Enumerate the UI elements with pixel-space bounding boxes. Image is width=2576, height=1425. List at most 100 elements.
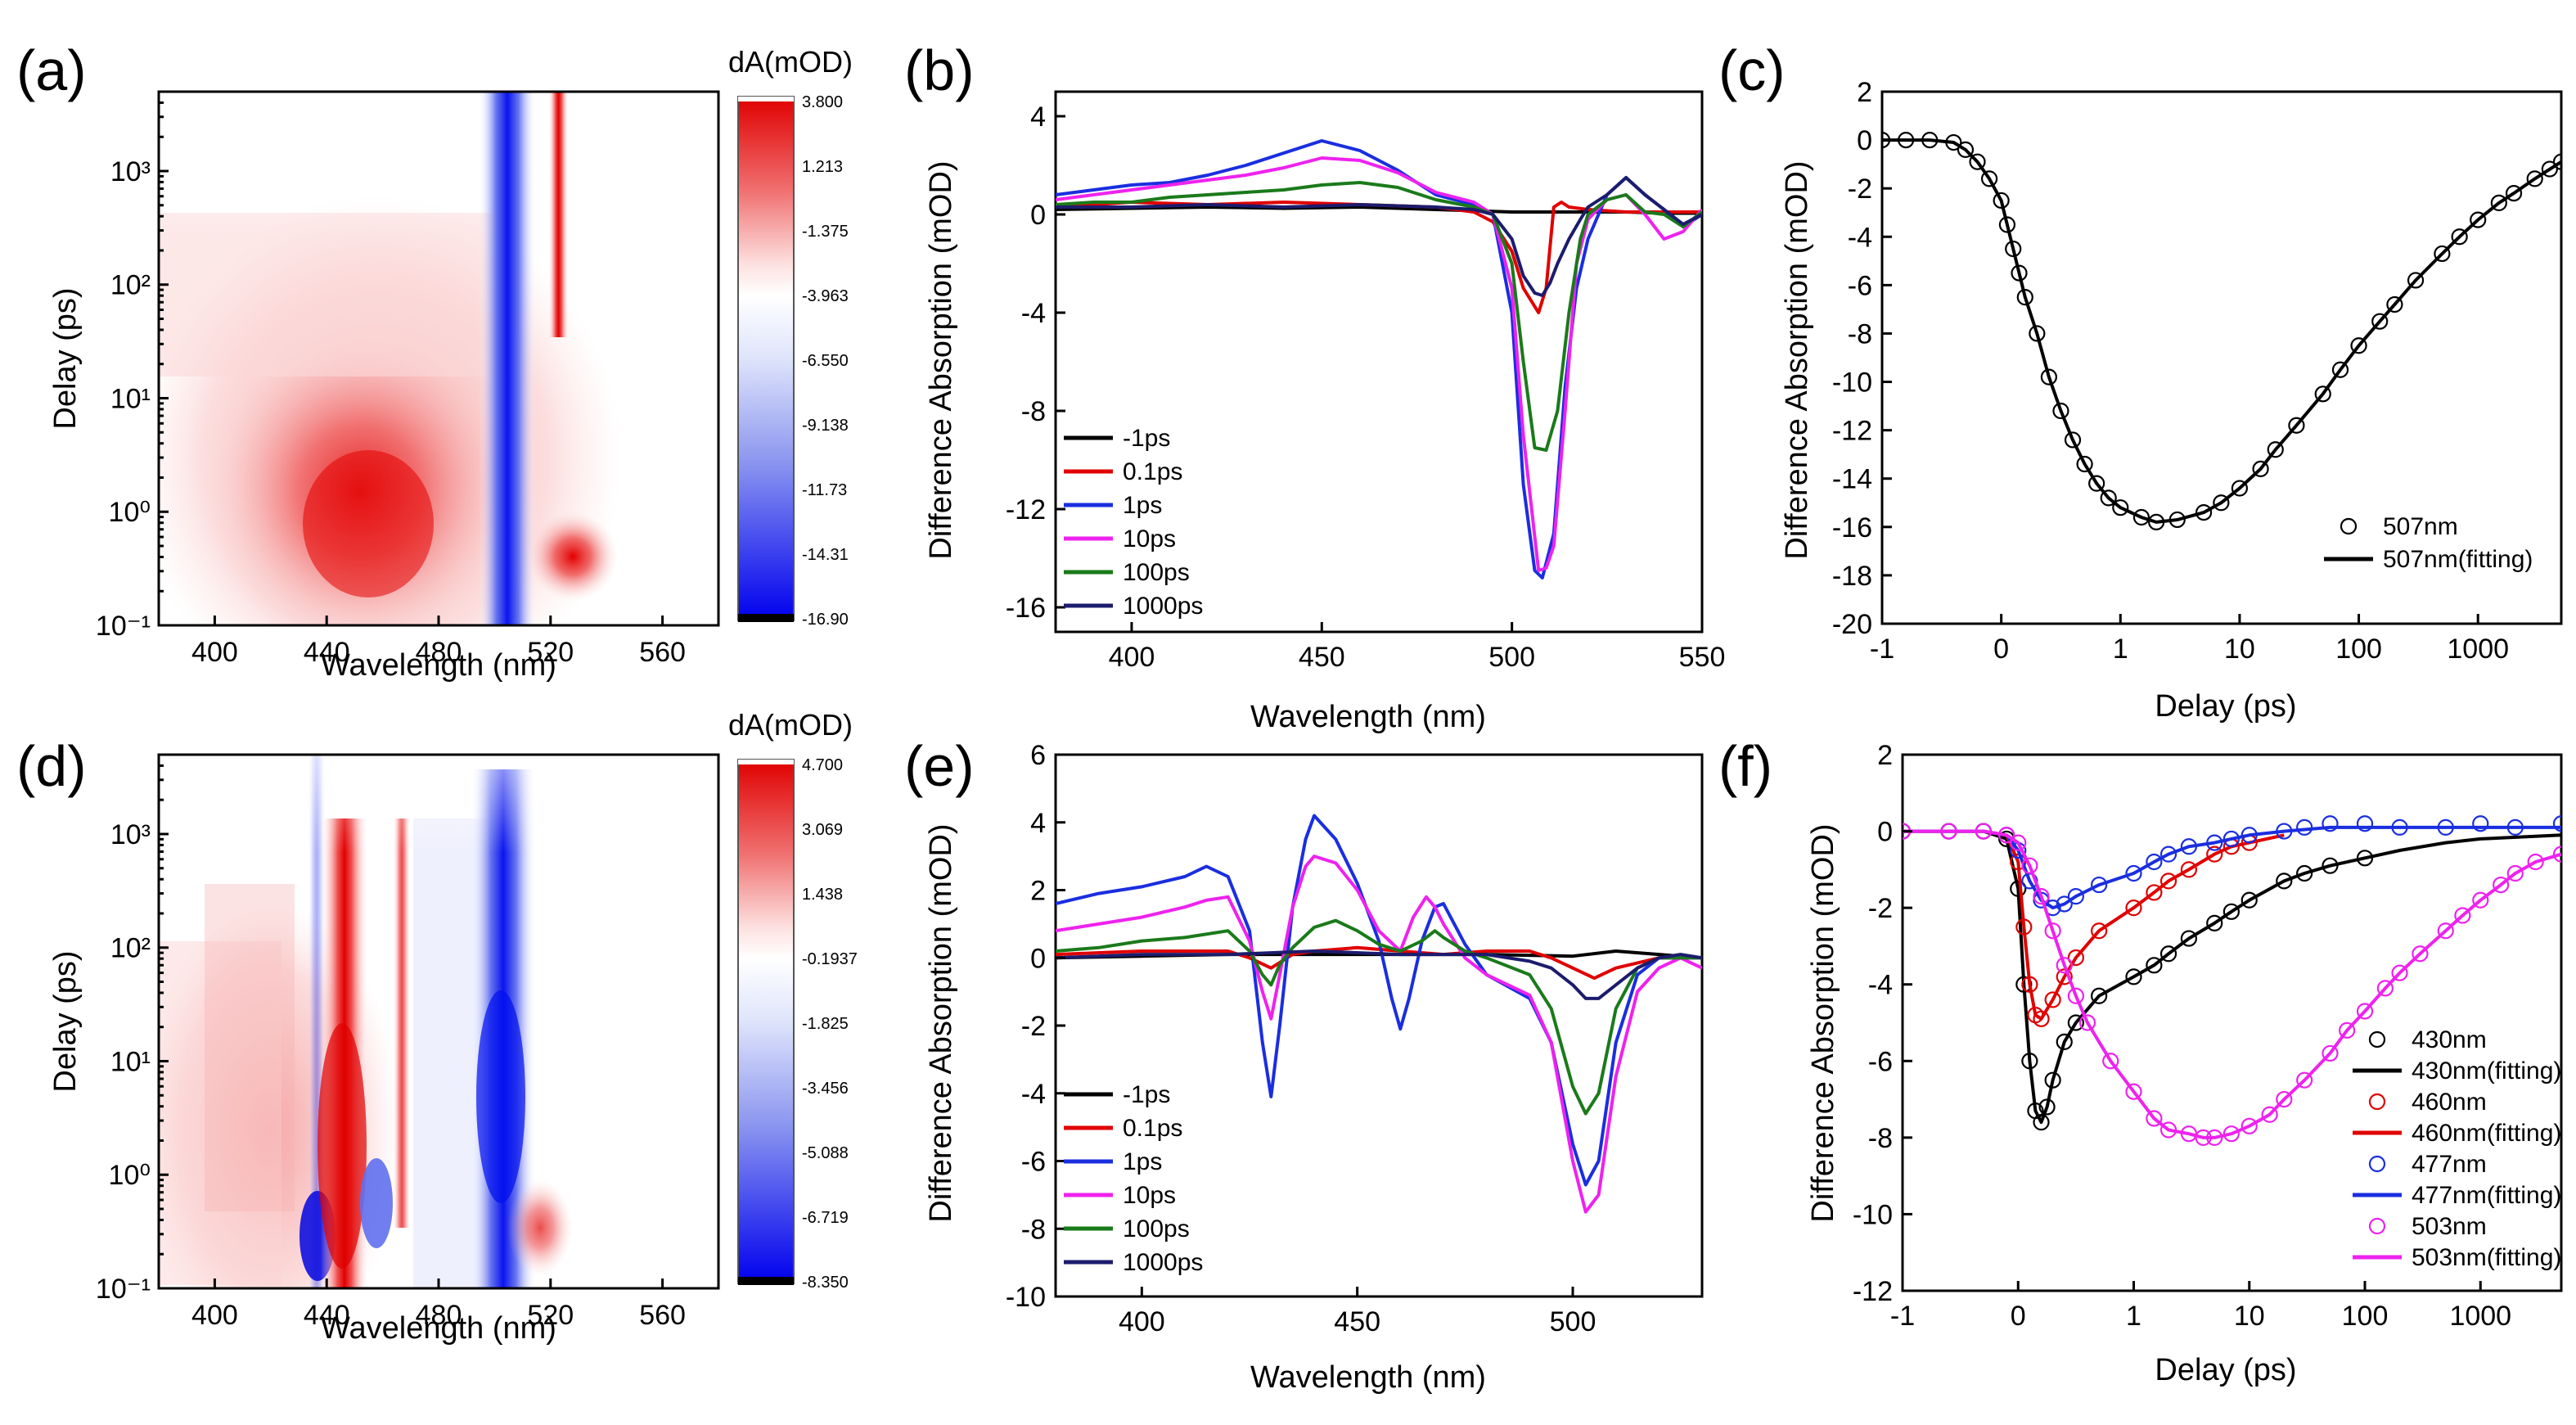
data-point — [2526, 170, 2543, 187]
plot-frame — [1880, 90, 2563, 625]
colorbar-tick-label: -8.350 — [802, 1274, 849, 1292]
data-point — [2056, 1033, 2073, 1050]
data-point — [2125, 968, 2142, 985]
colorbar-tick-label: -5.088 — [802, 1144, 849, 1162]
data-point — [2552, 815, 2561, 832]
series-line — [1903, 825, 2561, 910]
y-tick-label: 4 — [1030, 808, 1046, 839]
data-point — [2252, 460, 2269, 478]
data-point — [2044, 991, 2061, 1008]
y-tick-label: -12 — [1006, 494, 1046, 525]
data-point — [2044, 922, 2061, 940]
data-point — [2091, 922, 2108, 940]
x-tick-label: 400 — [1109, 642, 1155, 673]
data-point — [2076, 455, 2093, 473]
series-line — [1903, 829, 2561, 1125]
data-point — [2056, 895, 2073, 913]
x-tick-label: 480 — [416, 1300, 462, 1331]
data-point — [2434, 245, 2451, 263]
y-tick-label: 10³ — [110, 156, 151, 187]
y-tick-label: -6 — [1868, 1046, 1893, 1077]
y-tick-label: -10 — [1832, 368, 1872, 399]
colorbar-d-top — [738, 760, 794, 764]
x-tick-label: 450 — [1334, 1306, 1380, 1337]
legend-label: 477nm — [2412, 1151, 2487, 1178]
colorbar-d-labels: 4.700 3.069 1.438 -0.1937 -1.825 -3.456 -5.088… — [802, 756, 858, 1292]
y-tick-label: 10¹ — [110, 383, 151, 414]
colorbar-a-title: dA(mOD) — [728, 45, 853, 79]
data-point — [2296, 818, 2313, 836]
data-point — [2451, 228, 2468, 246]
colorbar-tick-label: 3.800 — [802, 93, 843, 111]
colorbar-d-title: dA(mOD) — [728, 708, 853, 742]
legend-label: 1000ps — [1123, 1249, 1203, 1276]
y-tick-label: -12 — [1832, 416, 1872, 447]
plot-frame — [1901, 753, 2563, 1292]
y-tick-label: 2 — [1030, 876, 1046, 907]
heatmap-a-field — [159, 92, 718, 625]
data-point — [2125, 1083, 2142, 1100]
legend-label: 100ps — [1123, 1215, 1190, 1242]
legend-label: 1ps — [1123, 1148, 1162, 1175]
y-tick-label: -4 — [1848, 222, 1872, 253]
legend-label: 460nm(fitting) — [2412, 1120, 2561, 1147]
data-point — [2100, 489, 2117, 507]
plot-area — [1056, 139, 1702, 579]
colorbar-tick-label: -3.456 — [802, 1080, 849, 1098]
y-tick-label: 10⁻¹ — [96, 611, 151, 642]
panel-b: 400 450 500 550 4 0 -4 -8 -12 -16 -1ps 0.1ps 1ps 10ps… — [1006, 90, 1725, 673]
x-tick-label: -1 — [1890, 1301, 1915, 1332]
data-point — [2356, 815, 2374, 832]
y-tick-label: -10 — [1853, 1199, 1893, 1230]
y-tick-label: -2 — [1868, 893, 1893, 924]
panel-label-f: (f) — [1718, 734, 1772, 798]
xlabel-f: Delay (ps) — [2155, 1353, 2296, 1387]
x-tick-label: 560 — [639, 1300, 686, 1331]
data-point — [2240, 891, 2258, 909]
data-point — [2029, 325, 2046, 342]
legend-label: 1ps — [1123, 492, 1162, 519]
legend-label: 503nm — [2412, 1213, 2487, 1240]
x-tick-label: 520 — [527, 637, 574, 668]
data-point — [2091, 876, 2108, 894]
y-tick-label: 10⁰ — [109, 1160, 151, 1191]
legend-label: 503nm(fitting) — [2412, 1244, 2561, 1271]
data-point — [2505, 184, 2523, 202]
legend-label: 1000ps — [1123, 593, 1203, 620]
data-point — [2040, 368, 2057, 386]
data-point — [2010, 834, 2027, 851]
x-tick-label: 450 — [1299, 642, 1345, 673]
data-point — [2056, 957, 2073, 974]
legend-marker — [2368, 1030, 2386, 1048]
data-point — [2033, 1010, 2050, 1027]
data-point — [2356, 1003, 2374, 1020]
data-point — [2033, 888, 2050, 905]
colorbar-tick-label: -6.719 — [802, 1209, 849, 1227]
data-point — [1969, 153, 1986, 170]
x-tick-label: 440 — [304, 1300, 350, 1331]
ylabel-a: Delay (ps) — [48, 287, 83, 429]
x-tick-label: 400 — [191, 637, 238, 668]
series-line — [1056, 945, 1702, 981]
data-point — [2206, 846, 2223, 863]
y-tick-label: 10² — [110, 270, 151, 301]
data-point — [2146, 1110, 2163, 1127]
y-tick-label: -8 — [1868, 1123, 1893, 1154]
colorbar-tick-label: -9.138 — [802, 417, 849, 435]
data-point — [2506, 864, 2524, 882]
colorbar-a-top — [738, 97, 794, 101]
y-tick-label: 2 — [1857, 77, 1872, 108]
data-point — [2180, 861, 2198, 878]
colorbar-tick-label: 1.438 — [802, 886, 843, 904]
panel-c: -1 0 1 10 100 100020-2-4-6-8-10-12-14-16-18-2… — [1832, 77, 2563, 665]
y-tick-label: -18 — [1832, 561, 1872, 592]
data-point — [2159, 846, 2177, 863]
series-line — [1056, 814, 1702, 1187]
data-point — [2052, 402, 2069, 420]
data-point — [2067, 949, 2084, 967]
y-tick-label: -4 — [1021, 298, 1046, 329]
y-tick-label: -2 — [1021, 1011, 1046, 1042]
colorbar-tick-label: -1.825 — [802, 1015, 849, 1033]
heatmap-d-field — [159, 755, 718, 1288]
